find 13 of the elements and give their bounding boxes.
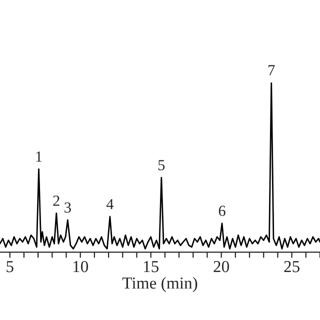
annotation: 5 bbox=[158, 160, 165, 170]
x-axis-title: Time (min) bbox=[122, 276, 198, 292]
x-tick-label: 15 bbox=[144, 261, 159, 272]
annotation: 6 bbox=[218, 206, 226, 216]
annotation: 4 bbox=[106, 199, 114, 210]
x-tick-label: 20 bbox=[214, 260, 230, 272]
annotation: 2 bbox=[53, 196, 60, 206]
x-tick-label: 5 bbox=[6, 261, 14, 272]
annotation: 1 bbox=[36, 152, 42, 162]
x-tick-label: 25 bbox=[284, 261, 300, 272]
x-tick-label: 10 bbox=[73, 260, 88, 272]
annotation: 7 bbox=[268, 65, 275, 76]
annotation: 3 bbox=[64, 202, 71, 213]
